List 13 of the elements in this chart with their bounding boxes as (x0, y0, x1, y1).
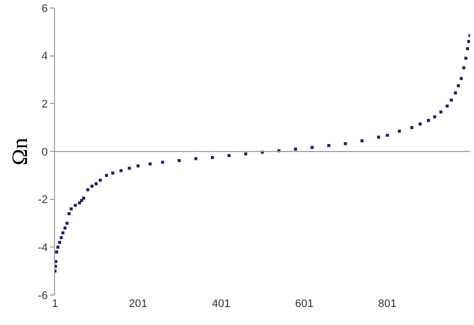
y-tick-label: 0 (42, 146, 48, 158)
y-tick-label: 6 (42, 2, 48, 15)
x-tick-label: 201 (128, 298, 148, 310)
x-tick-label: 801 (378, 298, 397, 310)
y-tick-label: -2 (38, 194, 48, 206)
x-tick-label: 601 (295, 298, 314, 310)
y-axis-title: Ωn (6, 138, 32, 166)
y-tick-label: -4 (38, 242, 48, 254)
y-tick-label: -6 (38, 290, 48, 302)
x-tick-label: 401 (212, 298, 230, 310)
x-tick-label: 1 (52, 298, 58, 310)
y-tick-label: 2 (42, 98, 48, 111)
y-tick-label: 4 (42, 50, 48, 63)
